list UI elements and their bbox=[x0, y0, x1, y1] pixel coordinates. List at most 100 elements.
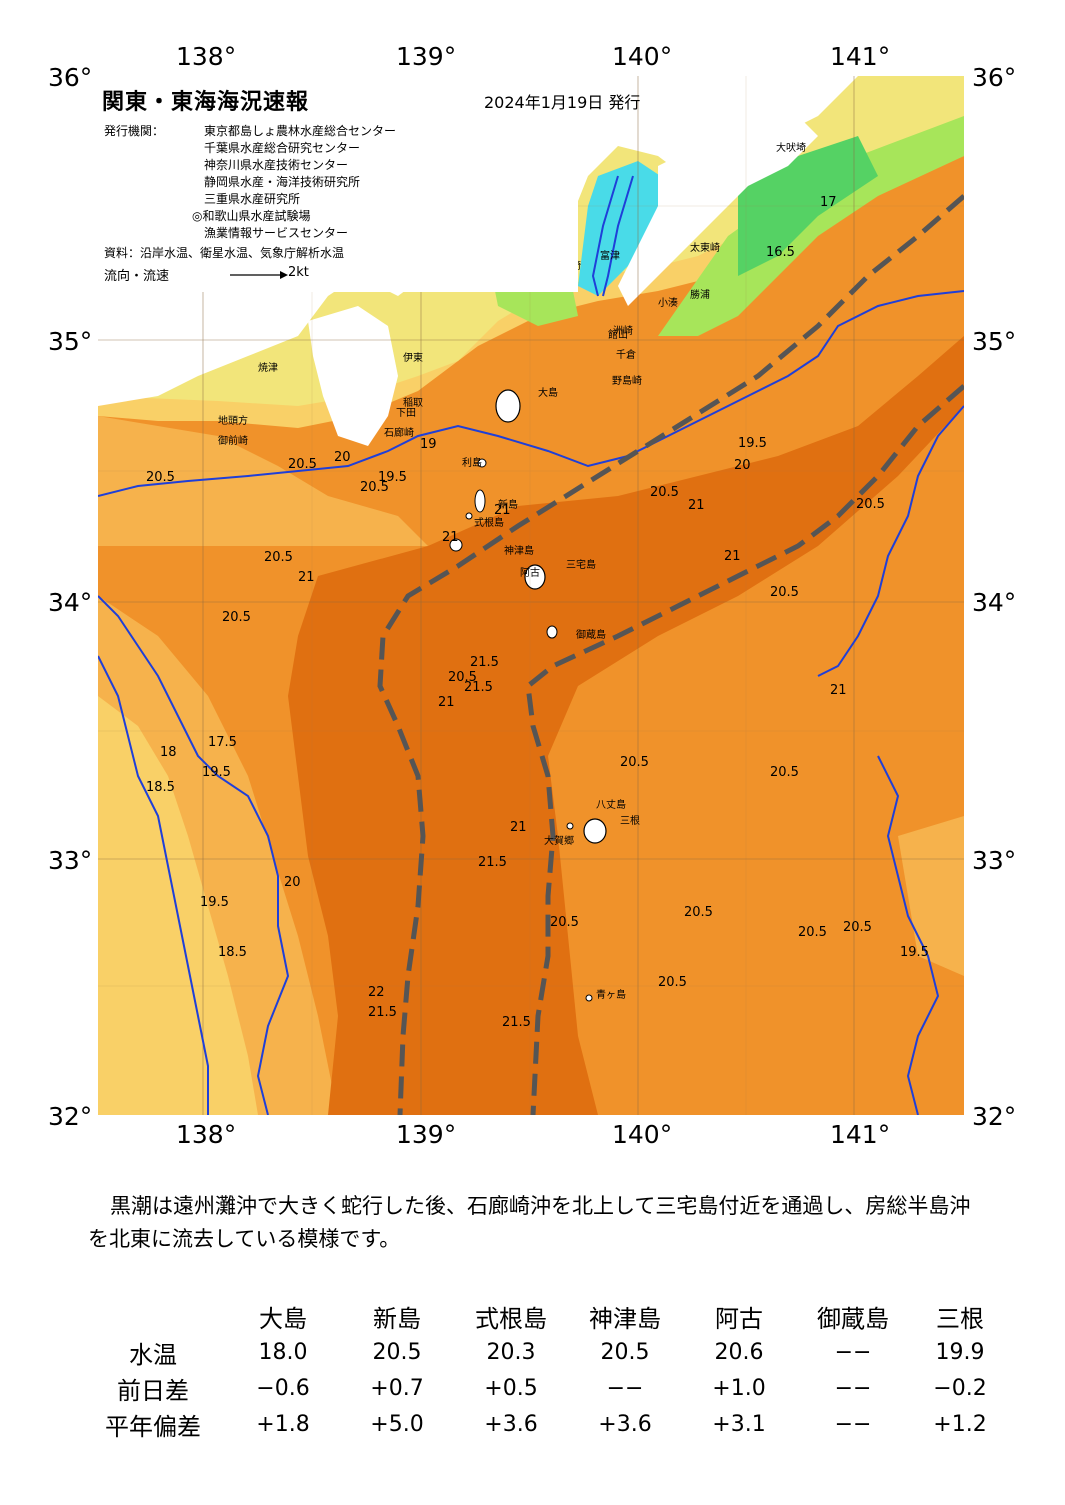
table-header-cell: 三根 bbox=[936, 1304, 984, 1333]
contour-label: 19.5 bbox=[738, 436, 767, 451]
place-label: 太東崎 bbox=[690, 241, 720, 254]
place-label: 焼津 bbox=[258, 362, 278, 374]
island-hachijo-small bbox=[566, 822, 574, 830]
place-label: 御蔵島 bbox=[576, 628, 606, 641]
place-label: 洲崎 bbox=[613, 324, 633, 337]
lat-label-36-right: 36° bbox=[972, 63, 1017, 92]
island-shikine bbox=[465, 512, 473, 520]
contour-labels: 20.520.5 2020.519.519212121.521.52120.520… bbox=[146, 195, 929, 1030]
table-header-cell: 御蔵島 bbox=[817, 1304, 889, 1333]
contour-label: 19.5 bbox=[200, 895, 229, 910]
tokyo-bay bbox=[578, 161, 668, 296]
lat-label-33-right: 33° bbox=[972, 846, 1017, 875]
land-izu bbox=[308, 306, 398, 446]
table-cell: −0.2 bbox=[933, 1375, 987, 1401]
row-label: 前日差 bbox=[117, 1376, 189, 1405]
lat-label-34-right: 34° bbox=[972, 588, 1017, 617]
place-label: 青ヶ島 bbox=[596, 988, 626, 1001]
lat-label-33-left: 33° bbox=[48, 846, 93, 875]
table-header-cell: 新島 bbox=[373, 1304, 421, 1333]
place-label: 野島崎 bbox=[612, 374, 642, 387]
contour-label: 21 bbox=[298, 570, 315, 585]
east-mid-zone bbox=[718, 676, 964, 1115]
contour-label: 18 bbox=[160, 745, 177, 760]
table-cell: 20.5 bbox=[600, 1339, 650, 1365]
contour-label: 18.5 bbox=[218, 945, 247, 960]
contour-label: 21.5 bbox=[478, 855, 507, 870]
contour-label: 21 bbox=[510, 820, 527, 835]
info-panel: 関東・東海海況速報 2024年1月19日 発行 発行機関： 東京都島しょ農林水産… bbox=[98, 76, 640, 292]
isotherm-20-west bbox=[98, 595, 290, 1115]
issuer-2: 神奈川県水産技術センター bbox=[204, 158, 349, 172]
lat-label-35-left: 35° bbox=[48, 327, 93, 356]
place-label: 富津 bbox=[600, 249, 620, 262]
isotherm-20-east bbox=[817, 405, 964, 677]
lon-label-138-bottom: 138° bbox=[176, 1120, 237, 1149]
island-mikura bbox=[546, 625, 558, 639]
lon-label-141-top: 141° bbox=[830, 42, 891, 71]
map-title: 関東・東海海況速報 bbox=[102, 90, 310, 115]
isotherm-bay-1 bbox=[591, 175, 619, 297]
contour-label: 20.5 bbox=[856, 497, 885, 512]
west-mid-zone bbox=[98, 416, 428, 546]
place-label: 石廊崎 bbox=[384, 426, 414, 439]
place-label: 式根島 bbox=[474, 516, 504, 529]
place-label: 館山 bbox=[608, 328, 628, 341]
contour-label: 21.5 bbox=[368, 1005, 397, 1020]
issue-date: 2024年1月19日 発行 bbox=[484, 93, 641, 112]
contour-label: 20 bbox=[734, 458, 751, 473]
place-label: 新島 bbox=[498, 498, 518, 511]
island-aogashima bbox=[585, 994, 593, 1002]
east-cool-patch bbox=[898, 816, 964, 976]
island-kozu bbox=[449, 538, 463, 552]
contour-label: 20.5 bbox=[798, 925, 827, 940]
lat-lon-grid bbox=[98, 76, 964, 1115]
contour-label: 17.5 bbox=[208, 735, 237, 750]
place-label: 三宅島 bbox=[566, 558, 596, 571]
place-label: 御前崎 bbox=[218, 434, 248, 447]
place-label: 神津島 bbox=[504, 544, 534, 557]
table-row: 平年偏差 +1.8 +5.0 +3.6 +3.6 +3.1 −− +1.2 bbox=[80, 1406, 1010, 1442]
contour-label: 20.5 bbox=[222, 610, 251, 625]
contour-label: 21 bbox=[442, 530, 459, 545]
contour-label: 20.5 bbox=[658, 975, 687, 990]
kuroshio-axis-branch bbox=[525, 384, 964, 1115]
issuers-label: 発行機関： bbox=[104, 124, 165, 138]
table-row: 水温 18.0 20.5 20.3 20.5 20.6 −− 19.9 bbox=[80, 1334, 1010, 1370]
lat-label-32-left: 32° bbox=[48, 1102, 93, 1131]
contour-label: 20.5 bbox=[146, 470, 175, 485]
place-label: 利島 bbox=[462, 456, 482, 469]
contour-label: 20.5 bbox=[770, 765, 799, 780]
place-label: 大島 bbox=[538, 386, 558, 399]
isotherm-lines bbox=[98, 175, 964, 1115]
place-label: 八丈島 bbox=[596, 798, 626, 811]
table-cell: +0.5 bbox=[484, 1375, 538, 1401]
contour-label: 20.5 bbox=[550, 915, 579, 930]
table-header-cell: 神津島 bbox=[589, 1304, 661, 1333]
island-niijima bbox=[474, 489, 486, 513]
lon-label-140-bottom: 140° bbox=[612, 1120, 673, 1149]
place-label: 阿古 bbox=[520, 566, 540, 579]
issuer-6: 漁業情報サービスセンター bbox=[204, 226, 349, 240]
issuer-5: ◎和歌山県水産試験場 bbox=[192, 209, 311, 223]
land-boso bbox=[618, 116, 818, 306]
contour-label: 17 bbox=[820, 195, 837, 210]
contour-label: 16.5 bbox=[766, 245, 795, 260]
lon-label-139-bottom: 139° bbox=[396, 1120, 457, 1149]
contour-label: 20.5 bbox=[684, 905, 713, 920]
place-label: 伊東 bbox=[403, 351, 423, 364]
table-row: 前日差 −0.6 +0.7 +0.5 −− +1.0 −− −0.2 bbox=[80, 1370, 1010, 1406]
table-cell: +0.7 bbox=[370, 1375, 424, 1401]
place-label: 大吠埼 bbox=[776, 141, 806, 154]
place-label: 三根 bbox=[620, 814, 640, 827]
table-cell: −− bbox=[834, 1339, 872, 1365]
place-label: 稲取 bbox=[403, 397, 423, 409]
contour-label: 20 bbox=[334, 450, 351, 465]
table-cell: +1.2 bbox=[933, 1411, 987, 1437]
contour-label: 21.5 bbox=[502, 1015, 531, 1030]
table-cell: +3.6 bbox=[598, 1411, 652, 1437]
boso-green bbox=[658, 116, 964, 336]
table-header-row: 大島 新島 式根島 神津島 阿古 御蔵島 三根 bbox=[80, 1298, 1010, 1334]
contour-label: 21 bbox=[688, 498, 705, 513]
contour-label: 20.5 bbox=[650, 485, 679, 500]
